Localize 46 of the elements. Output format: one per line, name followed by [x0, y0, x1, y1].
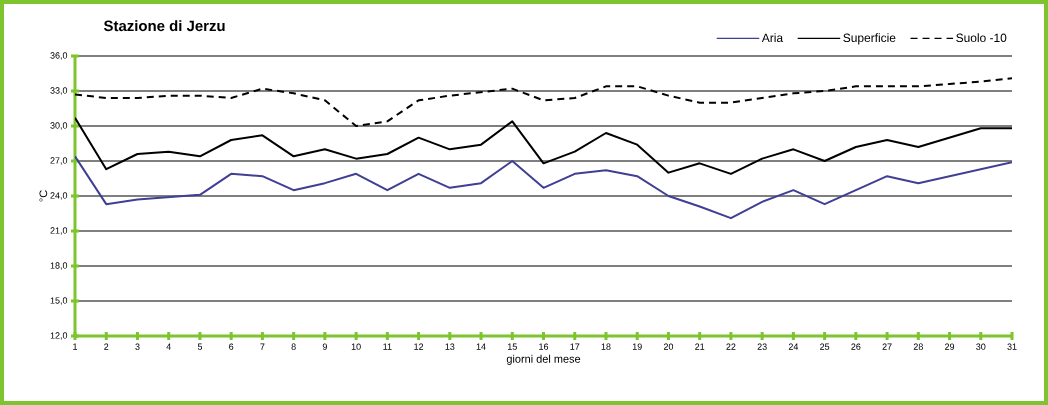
y-tick-label: 12,0 — [50, 332, 68, 340]
y-tick-label: 21,0 — [50, 227, 68, 235]
x-tick-label: 14 — [476, 343, 486, 350]
x-tick-label: 1 — [73, 343, 78, 350]
x-tick-label: 3 — [135, 343, 140, 350]
x-tick-label: 26 — [851, 343, 861, 350]
x-tick-label: 29 — [945, 343, 955, 350]
x-tick-label: 6 — [229, 343, 234, 350]
x-tick-label: 4 — [166, 343, 171, 350]
y-tick-label: 30,0 — [50, 122, 68, 130]
x-tick-label: 2 — [104, 343, 109, 350]
x-tick-label: 27 — [882, 343, 892, 350]
x-tick-label: 24 — [788, 343, 799, 350]
legend-label: Suolo -10 — [956, 33, 1007, 43]
legend-label: Aria — [761, 33, 784, 43]
x-tick-label: 20 — [663, 343, 674, 350]
x-tick-label: 5 — [197, 343, 203, 350]
x-tick-label: 22 — [726, 343, 736, 350]
y-tick-label: 36,0 — [50, 52, 68, 60]
y-tick-label: 33,0 — [50, 87, 68, 95]
x-tick-label: 23 — [757, 343, 767, 350]
x-tick-label: 8 — [291, 343, 296, 350]
x-tick-label: 13 — [445, 343, 455, 350]
x-tick-label: 16 — [539, 343, 549, 350]
x-tick-label: 10 — [351, 343, 361, 350]
x-tick-label: 21 — [695, 343, 705, 350]
x-axis-title: giorni del mese — [506, 354, 581, 365]
x-tick-label: 28 — [913, 343, 923, 350]
y-tick-label: 27,0 — [50, 157, 68, 165]
y-tick-label: 15,0 — [50, 297, 68, 305]
y-tick-label: 18,0 — [50, 262, 68, 270]
chart-title: Stazione di Jerzu — [103, 20, 225, 32]
x-tick-label: 15 — [507, 343, 517, 350]
x-tick-label: 18 — [601, 343, 611, 350]
x-tick-label: 19 — [632, 343, 642, 350]
x-tick-label: 25 — [820, 343, 830, 350]
y-tick-label: 24,0 — [50, 192, 68, 200]
legend-label: Superficie — [843, 33, 896, 45]
y-axis-title: °C — [39, 190, 48, 202]
x-tick-label: 17 — [570, 343, 580, 350]
x-tick-label: 12 — [414, 343, 424, 350]
x-tick-label: 9 — [322, 343, 327, 350]
x-tick-label: 7 — [260, 343, 265, 350]
x-tick-label: 31 — [1007, 343, 1017, 350]
x-tick-label: 30 — [976, 343, 986, 350]
x-tick-label: 11 — [383, 343, 392, 350]
